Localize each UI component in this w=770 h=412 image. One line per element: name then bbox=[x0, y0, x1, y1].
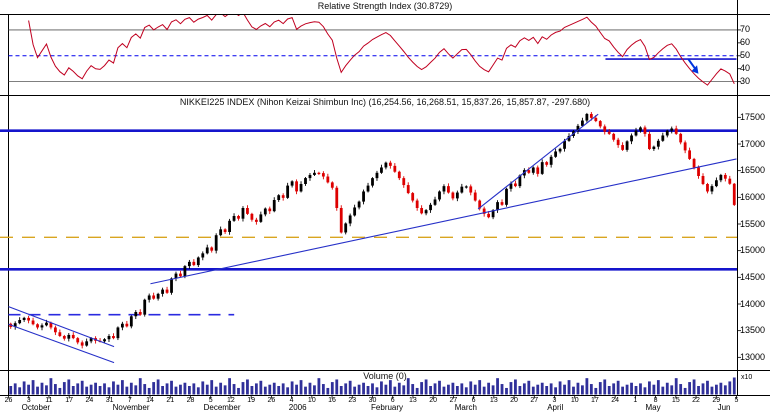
price-axis-label: 16000 bbox=[740, 191, 766, 202]
rsi-axis-label: 40 bbox=[740, 63, 751, 74]
x-axis-day-label: 10 bbox=[307, 397, 316, 404]
x-axis-day-label: 16 bbox=[328, 397, 336, 404]
down-arrow-icon bbox=[687, 58, 699, 74]
x-axis-day-label: 7 bbox=[127, 397, 132, 404]
x-axis-month-label: May bbox=[645, 403, 661, 412]
price-axis-label: 14500 bbox=[740, 271, 766, 282]
volume-series bbox=[9, 377, 736, 395]
x-axis-day-label: 30 bbox=[368, 397, 377, 404]
trendlines bbox=[8, 113, 737, 364]
rsi-line bbox=[28, 15, 735, 86]
x-axis-day-label: 14 bbox=[146, 397, 154, 404]
candlestick-series bbox=[9, 112, 736, 349]
rsi-axis-label: 60 bbox=[740, 37, 751, 48]
x-axis-day-label: 3 bbox=[552, 397, 557, 404]
x-axis-day-label: 13 bbox=[489, 397, 498, 404]
price-axis-label: 17500 bbox=[740, 111, 766, 122]
x-axis-day-label: 6 bbox=[471, 397, 476, 404]
x-axis-day-label: 26 bbox=[4, 397, 13, 404]
x-axis-day-label: 15 bbox=[671, 397, 680, 404]
x-axis-day-label: 20 bbox=[510, 397, 518, 404]
x-axis-day-label: 11 bbox=[45, 397, 53, 404]
volume-scale-label: x10 bbox=[741, 374, 753, 381]
x-axis-day-label: 10 bbox=[570, 397, 579, 404]
x-axis-day-label: 17 bbox=[591, 397, 599, 404]
x-axis-day-label: 5 bbox=[734, 397, 739, 404]
price-axis-label: 14000 bbox=[740, 298, 766, 309]
x-axis-month-label: March bbox=[454, 403, 477, 412]
x-axis-day-label: 5 bbox=[208, 397, 213, 404]
x-axis-day-label: 27 bbox=[530, 397, 539, 404]
volume-title: Volume (0) bbox=[363, 371, 407, 381]
rsi-axis-label: 30 bbox=[740, 76, 751, 87]
x-axis-day-label: 8 bbox=[653, 397, 658, 404]
x-axis-day-label: 26 bbox=[267, 397, 276, 404]
price-axis-label: 13000 bbox=[740, 351, 766, 362]
x-axis-day-label: 23 bbox=[348, 397, 357, 404]
x-axis-month-label: February bbox=[371, 403, 404, 412]
x-axis-day-label: 31 bbox=[105, 397, 114, 404]
trendline bbox=[150, 158, 737, 285]
x-axis-day-label: 22 bbox=[692, 397, 700, 404]
rsi-panel bbox=[8, 15, 737, 86]
price-axis-label: 15500 bbox=[740, 218, 766, 229]
x-axis-day-label: 17 bbox=[65, 397, 74, 404]
x-axis-month-label: October bbox=[21, 403, 51, 412]
x-axis-day-label: 1 bbox=[633, 397, 638, 404]
x-axis-month-label: 2006 bbox=[288, 403, 307, 412]
trendline bbox=[8, 323, 115, 364]
x-axis-day-label: 4 bbox=[289, 397, 294, 404]
x-axis-day-label: 3 bbox=[26, 397, 31, 404]
x-axis-day-label: 20 bbox=[429, 397, 438, 404]
trendline bbox=[477, 113, 599, 210]
x-axis-day-label: 24 bbox=[611, 397, 620, 404]
x-axis-month-label: Jun bbox=[717, 403, 731, 412]
x-axis-day-label: 28 bbox=[186, 397, 195, 404]
x-axis-day-label: 19 bbox=[247, 397, 256, 404]
rsi-title: Relative Strength Index (30.8729) bbox=[317, 1, 453, 11]
x-axis-month-label: November bbox=[112, 403, 150, 412]
x-axis-month-label: April bbox=[547, 403, 564, 412]
x-axis-day-label: 29 bbox=[712, 397, 721, 404]
x-axis-month-label: December bbox=[203, 403, 241, 412]
rsi-axis-label: 50 bbox=[740, 50, 751, 61]
x-axis-day-label: 21 bbox=[166, 397, 175, 404]
price-axis-label: 16500 bbox=[740, 165, 766, 176]
price-guide-lines bbox=[0, 129, 737, 316]
x-axis-day-label: 27 bbox=[449, 397, 458, 404]
price-axis-label: 15000 bbox=[740, 245, 766, 256]
trendline bbox=[8, 306, 115, 348]
rsi-axis-label: 70 bbox=[740, 24, 751, 35]
price-title: NIKKEI225 INDEX (Nihon Keizai Shimbun In… bbox=[179, 97, 591, 107]
x-axis-day-label: 13 bbox=[409, 397, 417, 404]
price-axis-label: 17000 bbox=[740, 138, 766, 149]
frame-lines bbox=[0, 0, 770, 399]
price-axis-label: 13500 bbox=[740, 325, 766, 336]
x-axis-day-label: 12 bbox=[227, 397, 235, 404]
x-axis-day-label: 6 bbox=[390, 397, 395, 404]
x-axis-day-label: 24 bbox=[85, 397, 94, 404]
